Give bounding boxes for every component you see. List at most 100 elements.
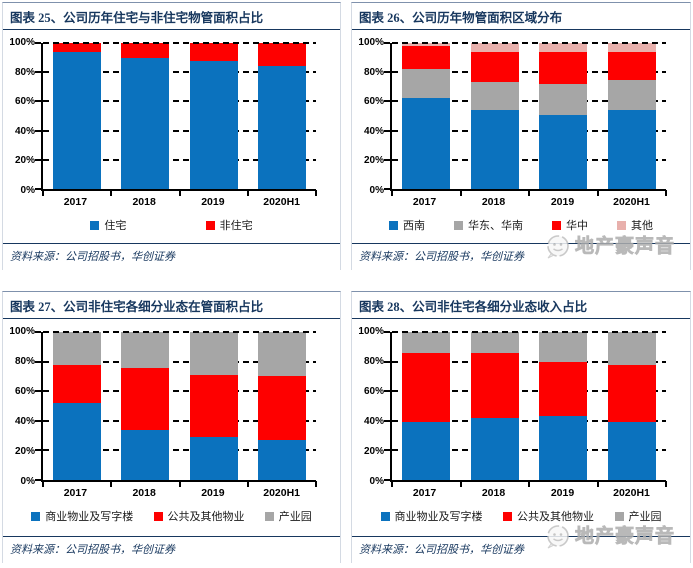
y-tick-label: 60% — [363, 96, 384, 108]
y-axis-tick — [35, 129, 41, 132]
figure-title-text: 图表 25、公司历年住宅与非住宅物管面积占比 — [10, 11, 264, 25]
stacked-bar-2020H1 — [607, 43, 656, 189]
bar-slot — [111, 332, 179, 480]
chart-legend: 住宅 非住宅 — [3, 216, 340, 234]
stacked-bar-2019 — [539, 43, 588, 189]
legend-item: 非住宅 — [205, 217, 253, 233]
x-axis-tick — [459, 481, 462, 487]
y-axis-tick — [384, 449, 390, 452]
legend-swatch — [614, 511, 624, 521]
x-axis-tick — [178, 481, 181, 487]
y-tick-label: 0% — [369, 185, 384, 196]
legend-swatch — [31, 511, 41, 521]
legend-swatch — [617, 220, 626, 230]
gridline — [43, 419, 316, 422]
x-axis-tick — [665, 481, 667, 487]
bar-segment — [189, 43, 238, 61]
y-tick-label: 60% — [363, 386, 384, 397]
y-tick-label: 80% — [363, 66, 384, 78]
bar-segment — [53, 364, 101, 404]
y-axis-tick — [384, 419, 390, 422]
bar-segment — [121, 43, 170, 58]
bar-segment — [257, 376, 306, 441]
chart-legend: 商业物业及写字楼 公共及其他物业 产业园 — [3, 507, 340, 525]
x-axis-tick — [42, 190, 44, 196]
bar-segment — [121, 367, 170, 430]
chart-legend: 西南 华东、华南 华中 其他 — [352, 216, 690, 234]
bar-segment — [539, 332, 588, 362]
stacked-bar-2019 — [189, 43, 238, 189]
x-axis-labels: 2017 2018 2019 2020H1 — [41, 482, 316, 499]
gridline — [43, 390, 316, 393]
y-axis-tick — [35, 100, 41, 103]
legend-label: 非住宅 — [219, 220, 253, 232]
bar-slot — [248, 43, 316, 189]
legend-label: 商业物业及写字楼 — [394, 511, 483, 523]
y-axis-tick — [384, 331, 390, 333]
y-axis-tick — [35, 71, 41, 74]
x-tick-label: 2018 — [132, 487, 156, 499]
x-axis-tick — [459, 190, 462, 196]
y-axis-labels: 0% 20% 40% 60% 80% 100% — [352, 326, 390, 487]
bar-segment — [470, 43, 519, 52]
gridline — [43, 42, 316, 44]
bar-segment — [189, 60, 238, 189]
figure-title-text: 图表 26、公司历年物管面积区域分布 — [359, 11, 563, 25]
figure-panel-26: 图表 26、公司历年物管面积区域分布 0% 20% 40% 60% 80% 100% 20… — [351, 2, 691, 270]
gridline — [392, 100, 666, 103]
divider-line — [352, 536, 690, 537]
bar-segment — [402, 352, 451, 423]
bar-segment — [189, 332, 238, 375]
x-axis-labels: 2017 2018 2019 2020H1 — [390, 191, 666, 208]
legend-label: 公共及其他物业 — [167, 511, 245, 523]
legend-swatch — [153, 511, 163, 521]
bar-slot — [180, 43, 248, 189]
bar-segment — [402, 332, 451, 353]
legend-item: 公共及其他物业 — [503, 508, 594, 524]
chart-legend: 商业物业及写字楼 公共及其他物业 产业园 — [352, 507, 690, 525]
stacked-bar-2020H1 — [257, 43, 306, 189]
bar-segment — [53, 332, 101, 365]
gridline — [43, 360, 316, 363]
x-axis-tick — [110, 481, 113, 487]
divider-line — [3, 536, 340, 537]
x-axis-tick — [110, 190, 113, 196]
x-tick-label: 2019 — [550, 487, 575, 499]
y-axis-labels: 0% 20% 40% 60% 80% 100% — [352, 37, 390, 196]
x-axis-tick — [528, 481, 530, 487]
legend-item: 西南 — [389, 217, 425, 233]
gridline — [43, 449, 316, 452]
stacked-bar-2017 — [53, 332, 101, 480]
bar-slot — [529, 332, 598, 480]
stacked-bar-2018 — [470, 43, 519, 189]
x-axis-tick — [596, 190, 599, 196]
bar-segment — [53, 403, 101, 480]
bar-segment — [470, 417, 519, 480]
y-axis-tick — [35, 188, 41, 190]
legend-swatch — [264, 511, 274, 521]
x-axis-tick — [178, 190, 181, 196]
gridline — [392, 71, 666, 74]
bars-layer — [43, 332, 316, 480]
plot-area — [35, 331, 317, 487]
y-tick-label: 100% — [358, 326, 384, 337]
gridline — [43, 100, 316, 103]
bars-layer — [43, 43, 316, 189]
legend-item: 华东、华南 — [454, 217, 523, 233]
y-axis-tick — [35, 158, 41, 161]
bar-segment — [607, 422, 656, 480]
y-tick-label: 20% — [363, 155, 384, 167]
y-axis-labels: 0% 20% 40% 60% 80% 100% — [3, 37, 41, 196]
bar-slot — [392, 43, 461, 189]
x-tick-label: 2019 — [201, 196, 225, 208]
gridline — [392, 42, 666, 44]
bar-slot — [392, 332, 461, 480]
legend-swatch — [205, 220, 215, 230]
bar-segment — [539, 361, 588, 417]
y-tick-label: 80% — [14, 356, 35, 367]
y-axis-tick — [384, 71, 390, 74]
x-tick-label: 2020H1 — [263, 487, 301, 499]
x-axis-tick — [528, 190, 530, 196]
gridline — [392, 158, 666, 161]
x-axis-tick — [315, 190, 317, 196]
